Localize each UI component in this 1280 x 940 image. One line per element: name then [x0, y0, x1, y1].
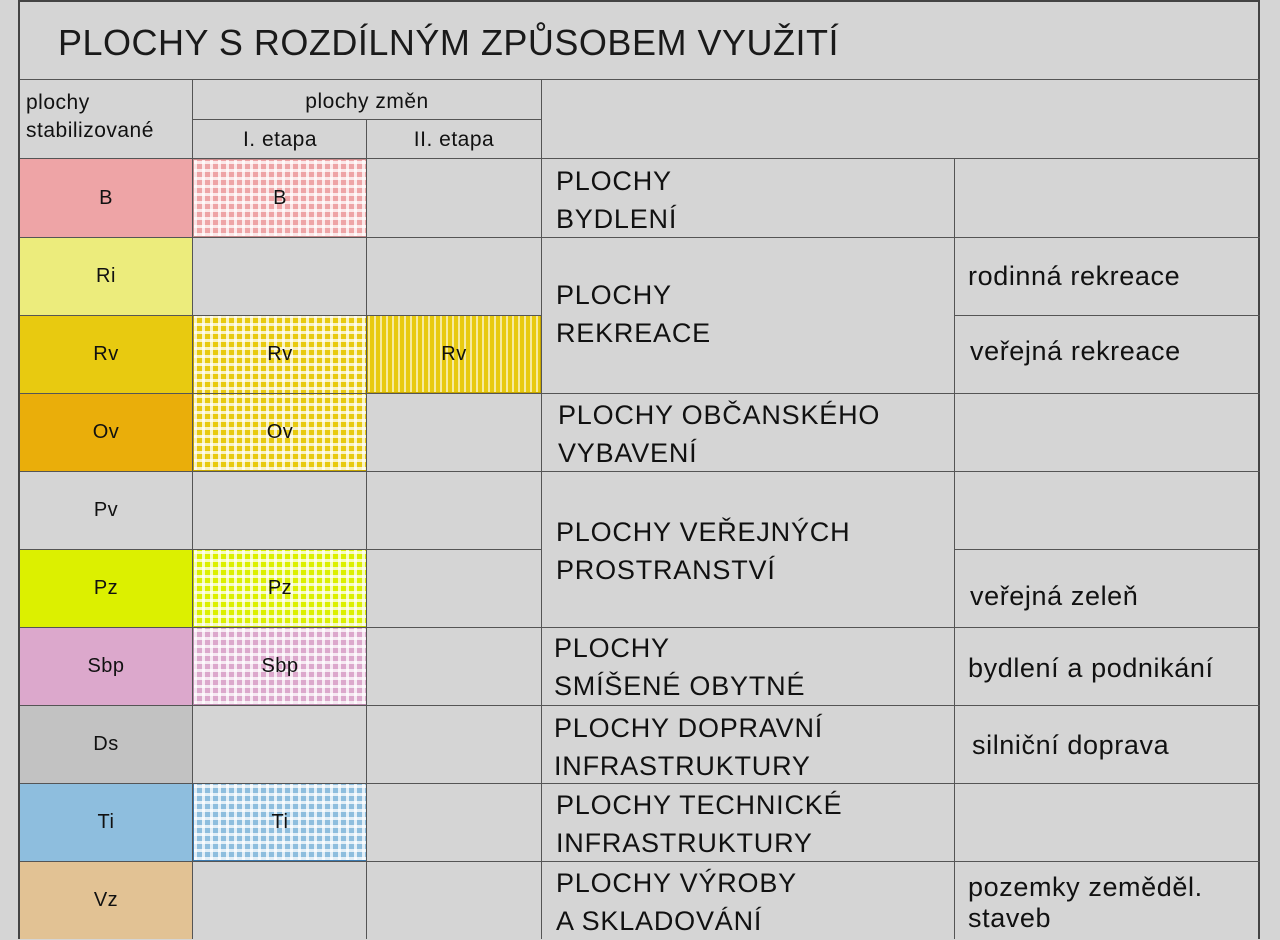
category-vyroba-skladovani: PLOCHY VÝROBY A SKLADOVÁNÍ [556, 864, 797, 940]
category-line1: PLOCHY [556, 280, 672, 310]
category-line2: SMÍŠENÉ OBYTNÉ [554, 671, 806, 701]
code-cell-ds: Ds [20, 705, 192, 783]
divider [20, 705, 1260, 706]
divider [20, 549, 541, 550]
divider [20, 158, 1260, 159]
divider [954, 315, 1260, 316]
category-line2: VYBAVENÍ [558, 438, 698, 468]
stage1-cell-b: B [193, 159, 367, 237]
code-cell-pz: Pz [20, 549, 192, 627]
stage1-cell-ov: Ov [193, 393, 367, 471]
stage1-label: Rv [267, 342, 293, 365]
code-cell-rv: Rv [20, 315, 192, 393]
subtype-pozemky-zemedel-staveb: pozemky zeměděl. staveb [968, 872, 1203, 934]
category-verejna-prostranstvi: PLOCHY VEŘEJNÝCH PROSTRANSTVÍ [556, 513, 850, 589]
code-label: Sbp [87, 654, 125, 677]
divider [20, 315, 541, 316]
stage1-cell-pz: Pz [193, 549, 367, 627]
header-stabilized-line1: plochy [26, 91, 90, 114]
category-rekreace: PLOCHY REKREACE [556, 276, 711, 352]
category-line1: PLOCHY OBČANSKÉHO [558, 400, 881, 430]
category-line2: INFRASTRUKTURY [554, 751, 811, 781]
code-cell-b: B [20, 159, 192, 237]
code-cell-pv: Pv [20, 471, 192, 549]
code-label: Ds [93, 732, 119, 755]
header-changes: plochy změn [305, 90, 429, 113]
category-line1: PLOCHY TECHNICKÉ [556, 790, 843, 820]
subtype-line1: pozemky zeměděl. [968, 872, 1203, 902]
divider [192, 79, 193, 939]
code-cell-ov: Ov [20, 393, 192, 471]
divider [20, 79, 1260, 80]
code-label: Pv [93, 498, 119, 521]
divider [954, 158, 955, 939]
divider [954, 549, 1260, 550]
category-line1: PLOCHY VEŘEJNÝCH [556, 517, 851, 547]
category-line2: A SKLADOVÁNÍ [556, 906, 763, 936]
code-cell-sbp: Sbp [20, 627, 192, 705]
code-cell-ti: Ti [20, 783, 192, 861]
category-line2: REKREACE [556, 318, 711, 348]
divider [193, 119, 541, 120]
code-label: Ri [96, 264, 116, 287]
category-line1: PLOCHY DOPRAVNÍ [554, 713, 824, 743]
subtype-verejna-rekreace: veřejná rekreace [970, 336, 1181, 366]
stage1-label: Sbp [261, 654, 299, 677]
category-smisene-obytne: PLOCHY SMÍŠENÉ OBYTNÉ [554, 629, 805, 705]
divider [20, 471, 1260, 472]
stage1-cell-rv: Rv [193, 315, 367, 393]
stage1-cell-ti: Ti [193, 783, 367, 861]
subtype-verejna-zelen: veřejná zeleň [970, 581, 1139, 611]
category-line2: BYDLENÍ [556, 204, 678, 234]
divider [20, 627, 1260, 628]
category-line1: PLOCHY [556, 166, 672, 196]
code-cell-vz: Vz [20, 861, 192, 939]
subtype-silnicni-doprava: silniční doprava [972, 730, 1170, 760]
category-line1: PLOCHY [554, 633, 670, 663]
stage1-label: Ov [266, 420, 294, 443]
category-bydleni: PLOCHY BYDLENÍ [556, 162, 677, 238]
divider [366, 119, 367, 939]
code-label: Pz [93, 576, 119, 599]
category-line2: PROSTRANSTVÍ [556, 555, 776, 585]
code-cell-ri: Ri [20, 237, 192, 315]
divider [20, 237, 1260, 238]
category-dopravni-infrastruktura: PLOCHY DOPRAVNÍ INFRASTRUKTURY [554, 709, 823, 785]
legend-title: PLOCHY S ROZDÍLNÝM ZPŮSOBEM VYUŽITÍ [58, 22, 839, 63]
category-line2: INFRASTRUKTURY [556, 828, 813, 858]
subtype-rodinna-rekreace: rodinná rekreace [968, 261, 1181, 291]
divider [20, 783, 1260, 784]
subtype-bydleni-a-podnikani: bydlení a podnikání [968, 653, 1214, 683]
stage1-cell-sbp: Sbp [193, 627, 367, 705]
category-technicka-infrastruktura: PLOCHY TECHNICKÉ INFRASTRUKTURY [556, 786, 842, 862]
stage1-label: Pz [267, 576, 293, 599]
stage2-cell-rv: Rv [367, 315, 541, 393]
category-obcanske-vybaveni: PLOCHY OBČANSKÉHO VYBAVENÍ [558, 396, 880, 472]
stage1-label: B [273, 186, 287, 209]
stage2-label: Rv [441, 342, 467, 365]
header-stabilized-line2: stabilizované [26, 119, 154, 142]
stage1-label: Ti [271, 810, 289, 833]
header-stage2: II. etapa [413, 128, 495, 151]
code-label: Vz [93, 888, 119, 911]
header-stage1: I. etapa [242, 128, 318, 151]
subtype-line2: staveb [968, 903, 1052, 933]
legend-frame [18, 0, 1260, 939]
code-label: Ti [97, 810, 115, 833]
divider [541, 79, 542, 939]
code-label: Rv [93, 342, 119, 365]
category-line1: PLOCHY VÝROBY [556, 868, 797, 898]
code-label: Ov [92, 420, 120, 443]
divider [20, 393, 1260, 394]
code-label: B [99, 186, 113, 209]
divider [20, 861, 1260, 862]
